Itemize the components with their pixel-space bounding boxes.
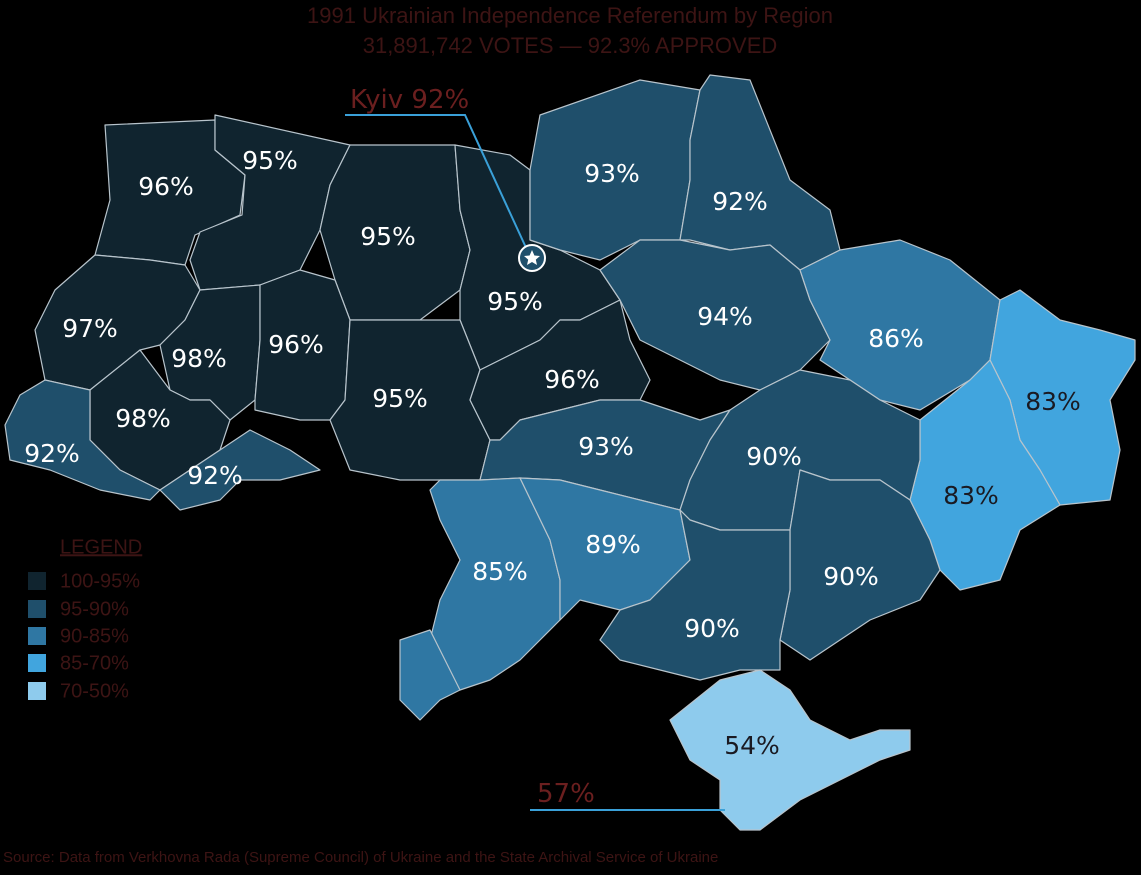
sevastopol-label: 57% [537,779,595,809]
legend-item: 85-70% [60,652,129,674]
region [669,669,911,831]
region [779,469,941,661]
region-label: 96% [138,172,194,201]
kyiv-label: Kyiv 92% [350,85,469,115]
region [34,254,201,391]
regions [4,74,1136,831]
region-label: 54% [724,731,780,760]
region-label: 92% [712,187,768,216]
region-label: 96% [544,365,600,394]
legend-item: 90-85% [60,625,129,647]
region-label: 98% [115,404,171,433]
region-label: 92% [187,461,243,490]
region [399,629,461,721]
region-label: 93% [584,159,640,188]
region [679,74,841,271]
region-label: 95% [372,384,428,413]
legend-swatch [28,682,46,700]
kyiv-callout: Kyiv 92% [345,85,546,272]
region-labels: 96% 95% 95% 97% 98% 96% 95% 95% 96% 98% … [24,146,1081,760]
region-label: 90% [746,442,802,471]
region-label: 93% [578,432,634,461]
region [159,429,321,511]
region-label: 92% [24,439,80,468]
subtitle: 31,891,742 VOTES — 92.3% APPROVED [363,33,778,58]
region-label: 95% [242,146,298,175]
legend-swatch [28,600,46,618]
legend-swatch [28,654,46,672]
region-label: 89% [585,530,641,559]
region-label: 83% [943,481,999,510]
region-label: 83% [1025,387,1081,416]
region-label: 96% [268,330,324,359]
legend-swatch [28,627,46,645]
capital-star [524,250,540,265]
legend: LEGEND 100-95% 95-90% 90-85% 85-70% 70-5… [28,536,142,702]
legend-title: LEGEND [60,536,142,558]
region-label: 90% [684,614,740,643]
legend-item: 100-95% [60,570,140,592]
region-label: 94% [697,302,753,331]
region-label: 85% [472,557,528,586]
legend-item: 70-50% [60,680,129,702]
sevastopol-callout: 57% [530,779,725,811]
source: Source: Data from Verkhovna Rada (Suprem… [3,849,718,866]
legend-swatch [28,572,46,590]
callout-line [345,114,529,253]
region [4,379,161,501]
region-label: 98% [171,344,227,373]
region [799,239,1001,411]
region-label: 95% [360,222,416,251]
region-label: 86% [868,324,924,353]
region [599,509,791,681]
title: 1991 Ukrainian Independence Referendum b… [307,3,833,28]
legend-item: 95-90% [60,598,129,620]
region-label: 97% [62,314,118,343]
region-label: 95% [487,287,543,316]
region-label: 90% [823,562,879,591]
